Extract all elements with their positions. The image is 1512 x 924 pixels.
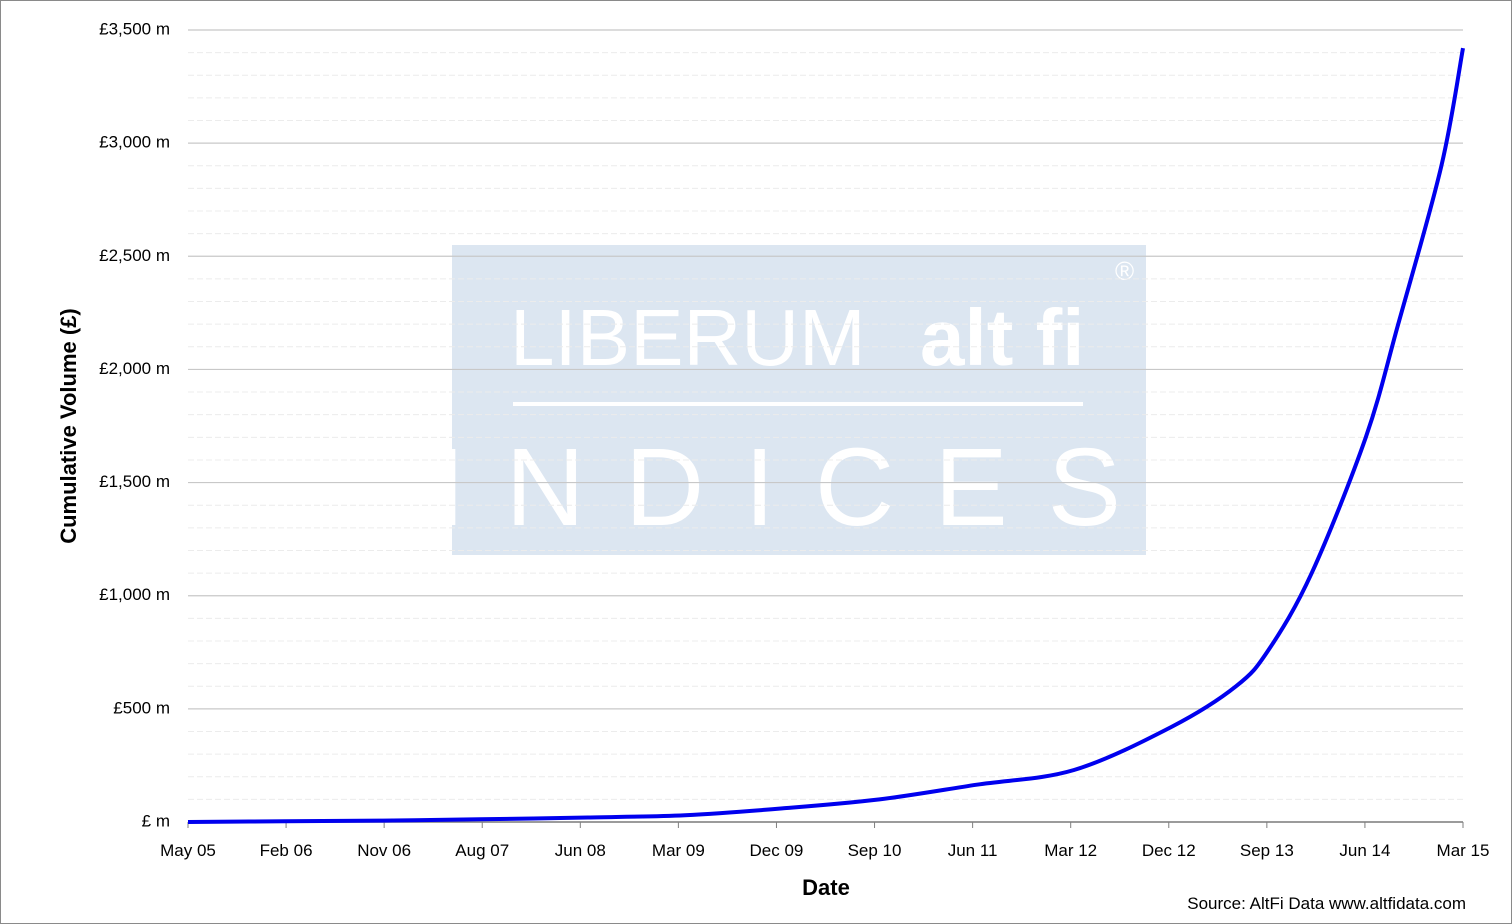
watermark: LIBERUM alt fi ® INDICES [435, 245, 1161, 555]
x-tick-label: Sep 13 [1240, 841, 1294, 860]
watermark-brand-right: alt fi [920, 293, 1084, 382]
y-tick-label: £1,500 m [99, 472, 170, 491]
x-tick-label: Jun 14 [1339, 841, 1390, 860]
watermark-registered-mark: ® [1115, 256, 1134, 286]
y-tick-label: £3,000 m [99, 133, 170, 152]
x-tick-label: Sep 10 [848, 841, 902, 860]
watermark-brand-left: LIBERUM [510, 293, 866, 382]
y-tick-label: £1,000 m [99, 585, 170, 604]
watermark-background [452, 245, 1146, 555]
x-tick-label: Dec 12 [1142, 841, 1196, 860]
y-tick-label: £500 m [113, 698, 170, 717]
source-note: Source: AltFi Data www.altfidata.com [1187, 894, 1466, 913]
y-axis-ticks: £ m £500 m £1,000 m £1,500 m £2,000 m £2,500 … [99, 19, 170, 830]
y-tick-label: £3,500 m [99, 19, 170, 38]
x-tick-label: Feb 06 [260, 841, 313, 860]
series-line [187, 47, 1465, 824]
x-tick-label: Jun 08 [555, 841, 606, 860]
grid-lines [188, 29, 1463, 823]
y-tick-label: £2,500 m [99, 246, 170, 265]
x-tick-label: May 05 [160, 841, 216, 860]
y-tick-label: £2,000 m [99, 359, 170, 378]
y-axis-title: Cumulative Volume (£) [56, 308, 81, 544]
x-axis-ticks: May 05 Feb 06 Nov 06 Aug 07 Jun 08 Mar 09 Dec … [160, 822, 1489, 860]
x-tick-label: Mar 12 [1044, 841, 1097, 860]
x-tick-label: Jun 11 [948, 841, 998, 860]
x-axis-title: Date [802, 875, 850, 900]
watermark-subtitle: INDICES [435, 426, 1161, 549]
x-tick-label: Mar 15 [1437, 841, 1490, 860]
x-tick-label: Mar 09 [652, 841, 705, 860]
y-tick-label: £ m [142, 811, 170, 830]
x-tick-label: Dec 09 [750, 841, 804, 860]
x-tick-label: Aug 07 [455, 841, 509, 860]
x-tick-label: Nov 06 [357, 841, 411, 860]
